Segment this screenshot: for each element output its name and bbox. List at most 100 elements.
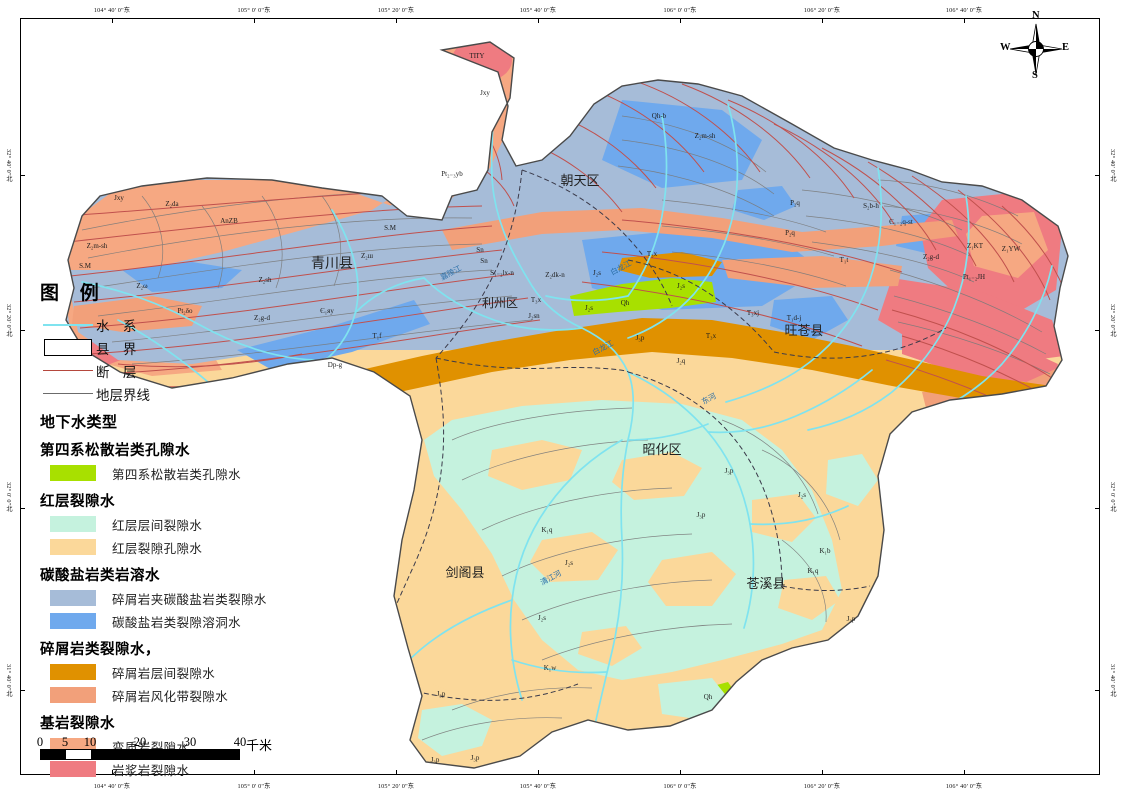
legend-swatch-label: 红层层间裂隙水 [112,518,203,533]
geology-code-label: Pt₂δο [177,307,193,315]
geology-code-label: Qh-b [651,112,666,120]
legend-color-swatch [50,516,96,532]
geology-code-label: T₃xj [747,309,759,317]
geology-code-label: J₃p [430,756,439,764]
tick-mark [396,18,397,23]
geology-code-label: J₂s [677,282,685,290]
legend-swatch-row[interactable]: 碎屑岩层间裂隙水 [40,662,290,682]
geology-code-label: J₃p [470,754,479,762]
legend-line-label: 断 层 [96,364,142,380]
place-name-label: 剑阁县 [445,565,484,580]
tick-mark [538,18,539,23]
county-boundaries [369,169,946,701]
geology-code-label: Z₂dk-n [545,271,565,279]
legend-color-swatch [50,613,96,629]
legend-swatch-row[interactable]: 红层裂隙孔隙水 [40,537,290,557]
scale-tick-label: 10 [83,735,97,749]
legend-swatch-label: 碎屑岩夹碳酸盐岩类裂隙水 [112,592,267,607]
legend-swatch-row[interactable]: 红层层间裂隙水 [40,514,290,534]
geology-code-label: S₂b-h [863,202,879,210]
scale-tick-label: 5 [61,735,69,749]
geology-code-label: J₂sn [528,312,540,320]
legend-swatch-row[interactable]: 碳酸盐岩类裂隙溶洞水 [40,611,290,631]
geology-code-label: Є₁₋₂q-st [889,218,913,226]
longitude-label-bottom: 104° 40' 0"东 [93,783,131,790]
longitude-label-top: 105° 20' 0"东 [377,7,415,14]
geology-code-label: T₃x [646,250,657,258]
tick-mark [964,18,965,23]
geology-code-label: Qh [703,693,712,701]
geology-code-labels: ΤΠΎ Jxy Pt₂₋₃yb Jxy Z₂dа AnZB Z₂m-sh S.M S.M Z₂ш S… [79,52,1021,764]
scale-tick-label: 20 [133,735,147,749]
scale-tick-label: 40 [233,735,247,749]
legend-swatch-row[interactable]: 碎屑岩夹碳酸盐岩类裂隙水 [40,588,290,608]
longitude-label-top: 106° 20' 0"东 [803,7,841,14]
geology-code-label: J₂s [565,559,573,567]
tick-mark [822,770,823,775]
tick-mark [680,18,681,23]
geology-code-label: Z₂ш [361,252,374,260]
compass-east-label: E [1062,42,1070,53]
geology-code-label: Z₁KT [967,242,984,250]
tick-mark [112,18,113,23]
compass-west-label: W [1000,42,1011,53]
latitude-label-left: 32° 20' 0"北 [5,304,12,338]
geology-code-label: K₁q [541,526,552,534]
longitude-label-bottom: 106° 20' 0"东 [803,783,841,790]
legend-color-swatch [50,539,96,555]
legend-group-heading: 红层裂隙水 [40,494,115,510]
map-canvas[interactable]: ΤΠΎ Jxy Pt₂₋₃yb Jxy Z₂dа AnZB Z₂m-sh S.M S.M Z₂ш S… [22,20,1098,773]
scale-tick-label: 30 [183,735,197,749]
geology-code-label: Z₁YW [1001,245,1020,253]
tick-mark [964,770,965,775]
geology-code-label: Pt₁₋₂JH [962,273,984,281]
longitude-label-bottom: 105° 40' 0"东 [519,783,557,790]
legend-swatch-label: 碎屑岩层间裂隙水 [112,666,216,681]
longitude-label-top: 104° 40' 0"东 [93,7,131,14]
legend-swatch-label: 岩浆岩裂隙水 [112,763,190,778]
tick-mark [20,690,25,691]
legend-swatch-row[interactable]: 碎屑岩风化带裂隙水 [40,685,290,705]
scale-bar-unit: 千米 [246,738,273,753]
legend-line-row[interactable]: 水 系 [40,314,290,335]
geology-code-label: J₂s [538,614,546,622]
legend-swatch-row[interactable]: 第四系松散岩类孔隙水 [40,463,290,483]
geology-code-label: J₃p [696,511,705,519]
geology-code-label: T₁f [372,332,382,340]
scale-bar-graphic [40,749,240,760]
geology-code-label: J₃p [846,615,855,623]
legend-color-swatch [50,465,96,481]
legend-groundwater-heading: 地下水类型 [40,415,118,431]
tick-mark [20,330,25,331]
legend-group-heading: 基岩裂隙水 [40,716,115,732]
map-svg[interactable]: ΤΠΎ Jxy Pt₂₋₃yb Jxy Z₂dа AnZB Z₂m-sh S.M S.M Z₂ш S… [22,20,1098,773]
legend-color-swatch [50,664,96,680]
geology-code-label: J₂s [585,304,593,312]
geology-code-label: Z₂m-sh [694,132,715,140]
geology-code-label: J₂q [676,357,685,365]
tick-mark [680,770,681,775]
longitude-label-top: 106° 0' 0"东 [663,7,697,14]
legend-swatch-row[interactable]: 岩浆岩裂隙水 [40,759,290,779]
scale-bar-labels: 0 5 10 20 30 40 [37,735,290,749]
longitude-label-bottom: 105° 0' 0"东 [237,783,271,790]
geology-code-label: S.M [384,224,397,232]
tick-mark [20,175,25,176]
geology-code-label: Dp-g [327,361,342,369]
legend-line-row[interactable]: 断 层 [40,360,290,381]
latitude-label-right: 31° 40' 0"北 [1109,664,1116,698]
geology-code-label: Jxy [480,89,490,97]
geology-code-label: K₁b [819,547,830,555]
place-name-label: 苍溪县 [746,576,785,591]
map-legend: 图 例 水 系县 界断 层地层界线 地下水类型 第四系松散岩类孔隙水 第四系松散岩… [40,278,290,782]
legend-line-row[interactable]: 县 界 [40,337,290,358]
geology-code-label: AnZB [220,217,238,225]
fault-line-symbol [43,370,93,371]
geology-code-label: P₂q [785,229,795,237]
geology-code-label: S.M [79,262,92,270]
legend-line-row[interactable]: 地层界线 [40,383,290,404]
geology-code-label: T₃x [530,296,541,304]
place-name-label: 青川县 [311,256,353,272]
